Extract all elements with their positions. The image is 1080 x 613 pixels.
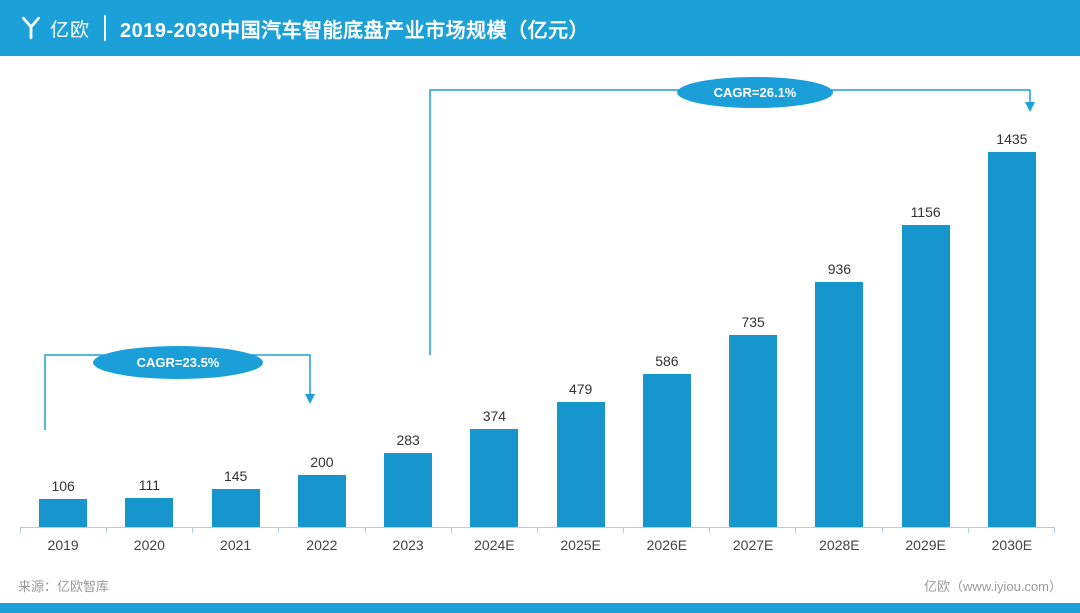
bar-column: 1435 bbox=[969, 131, 1055, 527]
axis-tick bbox=[20, 528, 21, 533]
cagr-badge-2024-2030: CAGR=26.1% bbox=[677, 77, 833, 108]
bar-value-label: 1156 bbox=[910, 204, 941, 220]
x-axis-label: 2029E bbox=[905, 537, 946, 553]
bar bbox=[815, 282, 864, 527]
bar-value-label: 479 bbox=[568, 381, 593, 397]
bar-column: 586 bbox=[624, 353, 710, 527]
bar bbox=[470, 429, 519, 527]
axis-tick bbox=[795, 528, 797, 533]
header-bar: 亿欧 2019-2030中国汽车智能底盘产业市场规模（亿元） bbox=[0, 0, 1080, 56]
bar bbox=[642, 374, 691, 527]
bar-column: 106 bbox=[20, 478, 106, 527]
x-axis-label: 2027E bbox=[732, 537, 774, 553]
bar-value-label: 374 bbox=[482, 408, 507, 424]
bar-value-label: 586 bbox=[655, 353, 679, 369]
cagr-label: CAGR=26.1% bbox=[713, 85, 797, 100]
bar-value-label: 145 bbox=[223, 468, 248, 484]
axis-ticks bbox=[20, 528, 1055, 533]
x-axis-labels: 2019 2020 2021 2022 2023 2024E 2025E 2026E 2027E… bbox=[20, 537, 1055, 553]
site-credit: 亿欧（www.iyiou.com） bbox=[924, 579, 1062, 594]
axis-tick bbox=[709, 528, 711, 533]
bar bbox=[297, 475, 346, 527]
bar-column: 145 bbox=[193, 468, 279, 527]
bar-column: 936 bbox=[796, 261, 882, 527]
bar-column: 283 bbox=[365, 432, 451, 527]
x-axis-label: 2028E bbox=[819, 537, 860, 553]
axis-tick bbox=[364, 528, 366, 533]
bar-column: 374 bbox=[451, 408, 537, 527]
axis-tick bbox=[450, 528, 452, 533]
axis-tick bbox=[623, 528, 625, 533]
cagr-label: CAGR=23.5% bbox=[136, 355, 220, 370]
bar-column: 200 bbox=[279, 454, 365, 527]
axis-tick bbox=[536, 528, 538, 533]
x-axis-label: 2019 bbox=[47, 537, 79, 553]
bar bbox=[556, 402, 605, 527]
bar bbox=[125, 498, 174, 527]
bar bbox=[901, 225, 950, 527]
x-axis-label: 2020 bbox=[133, 537, 165, 553]
x-axis-label: 2026E bbox=[646, 537, 688, 553]
bar bbox=[987, 152, 1036, 527]
bar-value-label: 111 bbox=[138, 477, 161, 493]
bar-value-label: 283 bbox=[396, 432, 420, 448]
bar-column: 111 bbox=[106, 477, 192, 527]
axis-tick bbox=[967, 528, 969, 533]
axis-tick bbox=[278, 528, 280, 533]
bar-value-label: 1435 bbox=[996, 131, 1028, 147]
iyiou-logo-icon bbox=[18, 15, 44, 41]
bottom-accent-strip bbox=[0, 603, 1080, 613]
logo-text: 亿欧 bbox=[50, 19, 91, 41]
bar bbox=[729, 335, 778, 527]
x-axis-label: 2025E bbox=[560, 537, 601, 553]
x-axis-label: 2024E bbox=[474, 537, 515, 553]
plot-area: 106 111 145 200 283 374 479 586 735 936 1156 1435 bbox=[20, 56, 1055, 528]
bar-value-label: 735 bbox=[741, 314, 765, 330]
bar bbox=[39, 499, 88, 527]
bar bbox=[384, 453, 433, 527]
bar-column: 735 bbox=[710, 314, 796, 527]
page-title: 2019-2030中国汽车智能底盘产业市场规模（亿元） bbox=[120, 19, 590, 42]
bar bbox=[211, 489, 260, 527]
header-divider bbox=[104, 15, 107, 41]
bar-value-label: 200 bbox=[310, 454, 334, 470]
logo: 亿欧 bbox=[18, 15, 90, 42]
bar-column: 479 bbox=[538, 381, 624, 527]
bar-column: 1156 bbox=[883, 204, 969, 527]
x-axis-label: 2021 bbox=[220, 537, 252, 553]
axis-tick bbox=[1053, 528, 1055, 533]
x-axis-label: 2030E bbox=[991, 537, 1033, 553]
chart-area: 106 111 145 200 283 374 479 586 735 936 1156 1435 2… bbox=[0, 56, 1080, 613]
x-axis-label: 2022 bbox=[306, 537, 338, 553]
source-note: 来源：亿欧智库 bbox=[18, 579, 110, 594]
cagr-badge-2019-2022: CAGR=23.5% bbox=[93, 346, 263, 379]
axis-tick bbox=[881, 528, 883, 533]
bar-value-label: 936 bbox=[827, 261, 852, 277]
bar-value-label: 106 bbox=[51, 478, 75, 494]
axis-tick bbox=[192, 528, 194, 533]
axis-tick bbox=[106, 528, 108, 533]
x-axis-label: 2023 bbox=[392, 537, 424, 553]
